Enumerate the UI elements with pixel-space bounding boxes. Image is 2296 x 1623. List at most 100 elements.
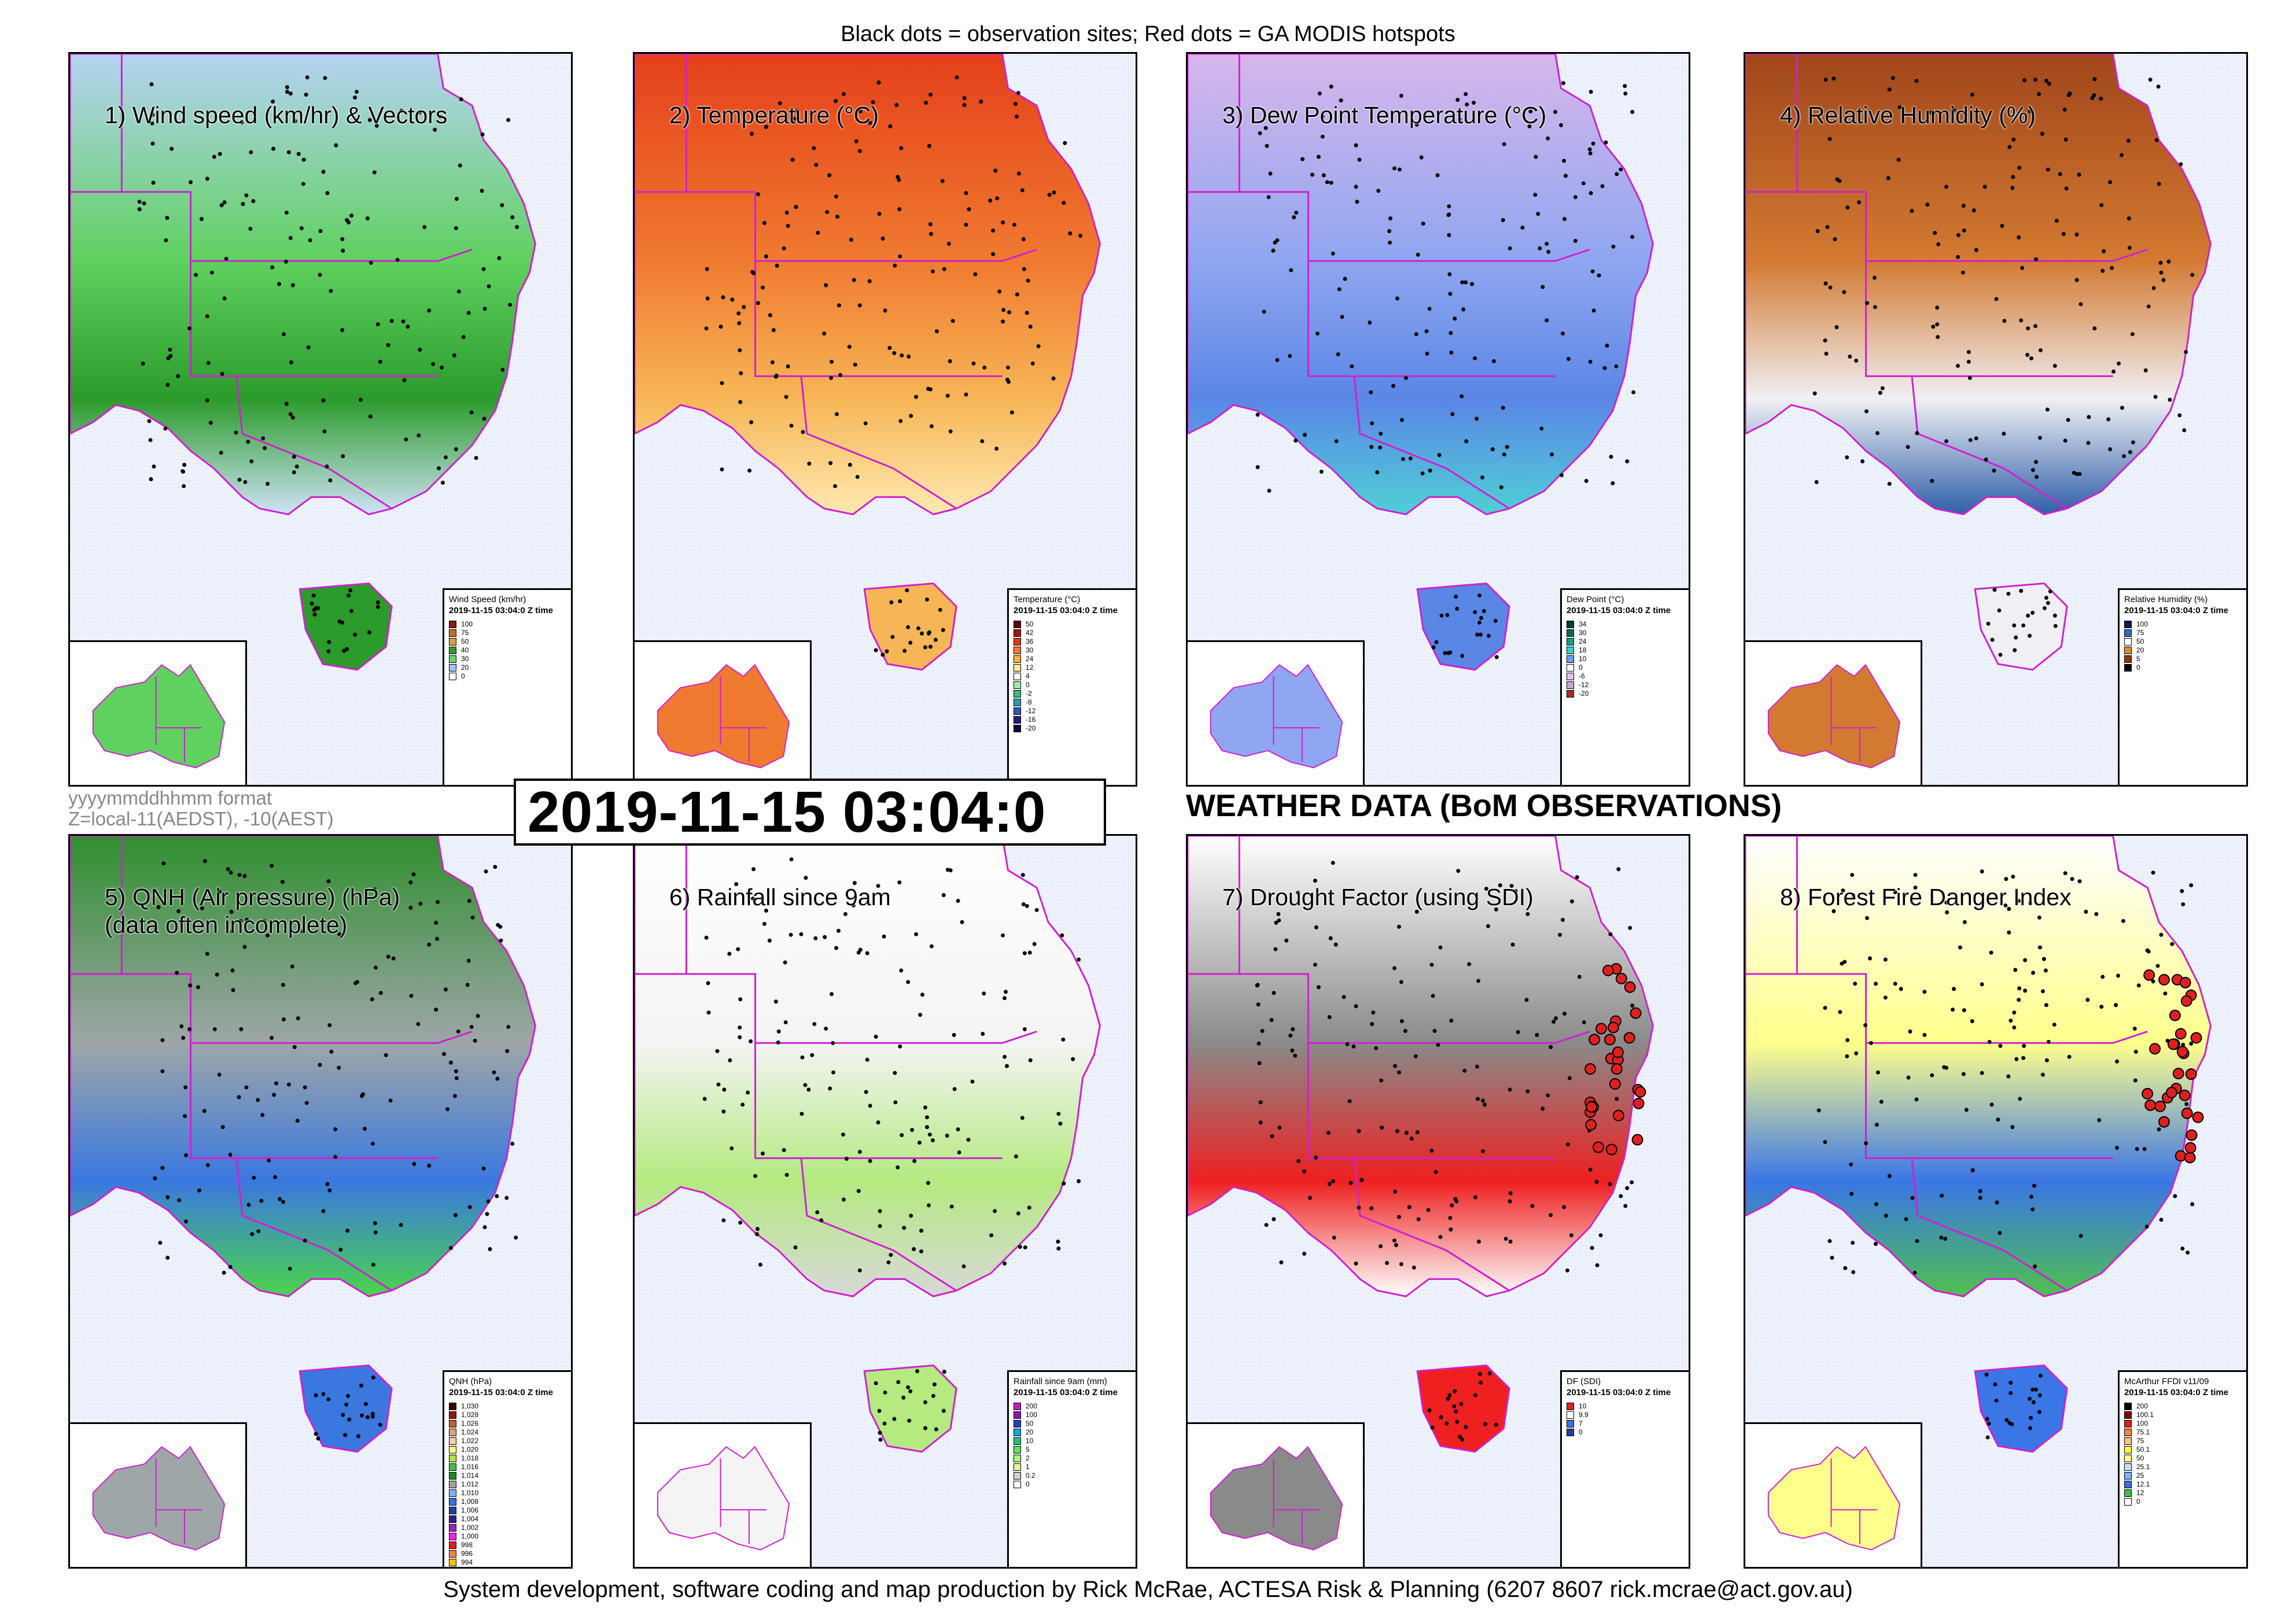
legend-label: 12 [2136, 1489, 2144, 1497]
legend-item: 36 [1014, 637, 1131, 646]
legend-swatch [449, 621, 456, 628]
legend-item: 200 [2124, 1402, 2242, 1411]
legend-swatch [449, 664, 456, 672]
panel-title-line-1: 3) Dew Point Temperature (°C) [1222, 102, 1547, 128]
panel-title-line-1: 2) Temperature (°C) [669, 102, 879, 128]
legend: DF (SDI) 2019-11-15 03:04:0 Z time 10 9.9… [1560, 1370, 1689, 1567]
legend-date: 2019-11-15 03:04:0 Z time [449, 606, 554, 615]
legend-swatch [449, 1420, 456, 1427]
legend-label: 1,012 [461, 1480, 479, 1488]
legend-label: 1,014 [461, 1471, 479, 1480]
legend-swatch [1014, 699, 1021, 706]
legend-label: 100 [2136, 620, 2148, 628]
legend-label: 5 [2136, 655, 2140, 663]
legend-swatch [1014, 681, 1021, 689]
legend-swatch [1014, 716, 1021, 724]
legend-swatch [2124, 647, 2132, 654]
legend-swatch [1014, 1411, 1021, 1419]
legend-title: DF (SDI) [1567, 1377, 1601, 1386]
legend: Rainfall since 9am (mm) 2019-11-15 03:04… [1007, 1370, 1136, 1567]
legend-item: 0 [1014, 681, 1131, 689]
legend-label: -20 [1026, 724, 1036, 732]
legend-swatch [1567, 673, 1574, 680]
legend-swatch [1014, 690, 1021, 698]
legend-swatch [449, 1481, 456, 1488]
australia-inset-map [70, 1422, 247, 1567]
legend-item: 998 [449, 1541, 566, 1550]
legend-item: 75 [449, 629, 566, 637]
legend-label: -8 [1026, 698, 1032, 706]
legend-items: 200 100.1 100 75.1 75 50.1 50 25.1 25 12.1 12 0 [2124, 1402, 2242, 1506]
legend-label: 1,024 [461, 1428, 479, 1436]
legend-item: 994 [449, 1558, 566, 1567]
map-panel-1: 1) Wind speed (km/hr) & Vectors Wind Spe… [68, 52, 573, 787]
legend-item: 1,020 [449, 1445, 566, 1454]
legend-swatch [1014, 1472, 1021, 1480]
legend-item: 100 [449, 620, 566, 629]
legend-label: 1,026 [461, 1419, 479, 1427]
legend-label: 994 [461, 1558, 473, 1566]
legend-label: 0 [1026, 681, 1030, 689]
map-panel-6: 6) Rainfall since 9am Rainfall since 9am… [633, 834, 1137, 1569]
panel-title-line-1: 1) Wind speed (km/hr) & Vectors [105, 102, 448, 128]
legend-label: 200 [1026, 1402, 1038, 1410]
panel-title-line-1: 5) QNH (Air pressure) (hPa) [105, 884, 400, 910]
legend-item: 1,012 [449, 1480, 566, 1489]
legend-swatch [449, 647, 456, 654]
legend-label: 25 [2136, 1471, 2144, 1480]
format-note: yyyymmddhhmm format Z=local-11(AEDST), -… [68, 788, 334, 829]
legend-label: 0 [461, 672, 465, 680]
legend-item: 25 [2124, 1471, 2242, 1480]
legend-label: 42 [1026, 629, 1034, 637]
legend-item: 1,030 [449, 1402, 566, 1411]
legend-label: -2 [1026, 689, 1032, 698]
legend-item: 1,014 [449, 1471, 566, 1480]
legend-date: 2019-11-15 03:04:0 Z time [1014, 606, 1118, 615]
legend-swatch [1014, 629, 1021, 637]
legend-item: 996 [449, 1550, 566, 1558]
legend-label: 200 [2136, 1402, 2148, 1410]
panel-title: 3) Dew Point Temperature (°C) [1222, 101, 1546, 129]
australia-inset-map [1188, 1422, 1365, 1567]
legend-date: 2019-11-15 03:04:0 Z time [1014, 1388, 1118, 1397]
legend-label: 998 [461, 1541, 473, 1549]
legend: Temperature (°C) 2019-11-15 03:04:0 Z ti… [1007, 588, 1136, 785]
legend-title: QNH (hPa) [449, 1377, 492, 1386]
legend-swatch [449, 1507, 456, 1514]
legend-item: -16 [1014, 715, 1131, 724]
legend-title: Dew Point (°C) [1567, 595, 1624, 604]
legend-swatch [2124, 638, 2132, 645]
legend-swatch [1567, 664, 1574, 672]
legend-swatch [1567, 1420, 1574, 1427]
legend-item: 1,008 [449, 1497, 566, 1506]
legend-item: 5 [2124, 655, 2242, 663]
legend-label: 24 [1026, 655, 1034, 663]
legend-swatch [2124, 1437, 2132, 1445]
legend-item: 50 [1014, 1419, 1131, 1428]
legend-item: 1,016 [449, 1463, 566, 1471]
legend-item: -2 [1014, 689, 1131, 698]
legend-item: 100 [2124, 1419, 2242, 1428]
australia-inset-map [1745, 1422, 1922, 1567]
legend-item: 75.1 [2124, 1428, 2242, 1437]
legend-label: 1,022 [461, 1437, 479, 1445]
legend-item: 1,010 [449, 1489, 566, 1497]
legend-item: 50 [449, 637, 566, 646]
legend-swatch [2124, 1489, 2132, 1497]
timestamp-box: 2019-11-15 03:04:0 [514, 779, 1106, 846]
legend-label: 100 [2136, 1419, 2148, 1427]
legend-label: 7 [1579, 1419, 1583, 1427]
map-panel-5: 5) QNH (Air pressure) (hPa) (data often i… [68, 834, 573, 1569]
legend-item: -20 [1567, 689, 1684, 698]
legend-label: 1,030 [461, 1402, 479, 1410]
legend-swatch [1567, 690, 1574, 698]
legend-label: 0 [2136, 663, 2140, 672]
legend-label: 1,004 [461, 1515, 479, 1523]
legend-date: 2019-11-15 03:04:0 Z time [2124, 606, 2229, 615]
inset-canvas [1210, 663, 1343, 769]
legend-item: 42 [1014, 629, 1131, 637]
legend-item: 100 [1014, 1411, 1131, 1419]
legend-swatch [1567, 681, 1574, 689]
legend-swatch [449, 629, 456, 637]
legend-item: 100.1 [2124, 1411, 2242, 1419]
